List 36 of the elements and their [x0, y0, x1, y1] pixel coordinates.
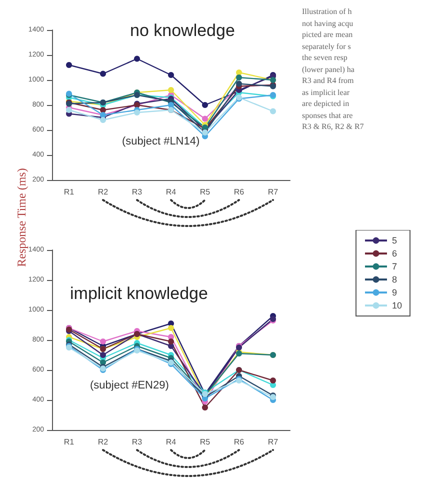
x-tick-label: R5	[200, 188, 211, 196]
legend-label: 5	[392, 236, 398, 246]
text: R3 and R4 from	[302, 75, 355, 86]
x-tick-label: R1	[64, 438, 75, 446]
legend-label: 7	[392, 262, 398, 272]
x-tick-label: R5	[200, 438, 211, 446]
x-tick-label: R6	[234, 438, 245, 446]
text: picted are mean	[302, 29, 354, 40]
text: not having acqu	[302, 18, 354, 29]
legend-label: 10	[392, 300, 402, 310]
x-tick-label: R2	[98, 188, 109, 196]
legend-label: 9	[392, 288, 398, 298]
x-tick-label: R4	[166, 188, 177, 196]
x-tick-label: R3	[132, 188, 143, 196]
text: implicit knowledge	[70, 284, 208, 303]
x-tick-label: R4	[166, 438, 177, 446]
annotation: (subject #LN14)	[122, 136, 200, 148]
x-tick-label: R7	[268, 188, 279, 196]
text: R3 & R6, R2 & R7	[302, 121, 365, 132]
x-tick-label: R2	[98, 438, 109, 446]
annotation: (subject #EN29)	[90, 380, 169, 392]
text: sponses that are	[302, 110, 354, 121]
text: are depicted in	[302, 98, 350, 110]
x-tick-label: R1	[64, 188, 75, 196]
text: (lower panel) ha	[302, 64, 356, 75]
chart-title: no knowledge	[130, 21, 235, 40]
y-axis-title: Response Time (ms)	[14, 167, 28, 269]
text: separately for s	[302, 40, 352, 52]
x-tick-label: R6	[234, 188, 245, 196]
x-tick-label: R3	[132, 438, 143, 446]
text: as implicit lear	[302, 86, 351, 98]
legend-label: 8	[392, 274, 398, 284]
text: the seven resp	[302, 52, 348, 64]
legend-label: 6	[392, 248, 398, 258]
x-tick-label: R7	[268, 438, 279, 446]
text: Illustration of h	[302, 6, 353, 18]
